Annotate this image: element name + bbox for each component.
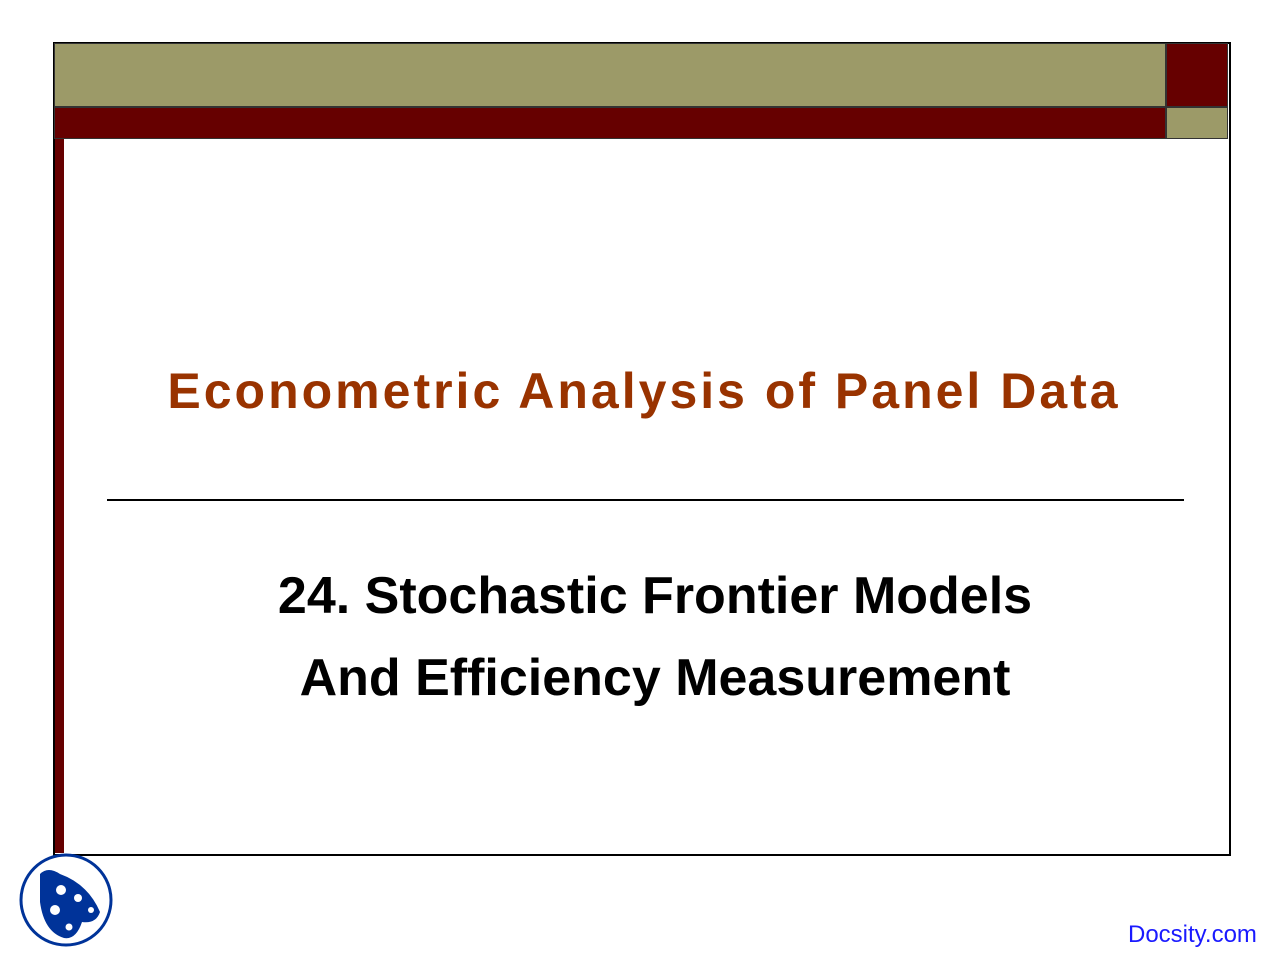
slide-title: Econometric Analysis of Panel Data bbox=[167, 363, 1121, 419]
header-maroon-bar bbox=[54, 107, 1166, 139]
left-maroon-bar bbox=[55, 139, 64, 853]
divider-line bbox=[107, 499, 1184, 501]
subtitle-line-1: 24. Stochastic Frontier Models bbox=[277, 567, 1033, 625]
subtitle-line-2: And Efficiency Measurement bbox=[299, 649, 1011, 707]
corner-olive-square bbox=[1166, 107, 1228, 139]
header-olive-bar bbox=[54, 43, 1166, 107]
docsity-watermark[interactable]: Docsity.com bbox=[1128, 921, 1257, 948]
slide-frame bbox=[53, 42, 1231, 856]
docsity-logo-icon bbox=[19, 853, 113, 947]
corner-maroon-square bbox=[1166, 43, 1228, 107]
